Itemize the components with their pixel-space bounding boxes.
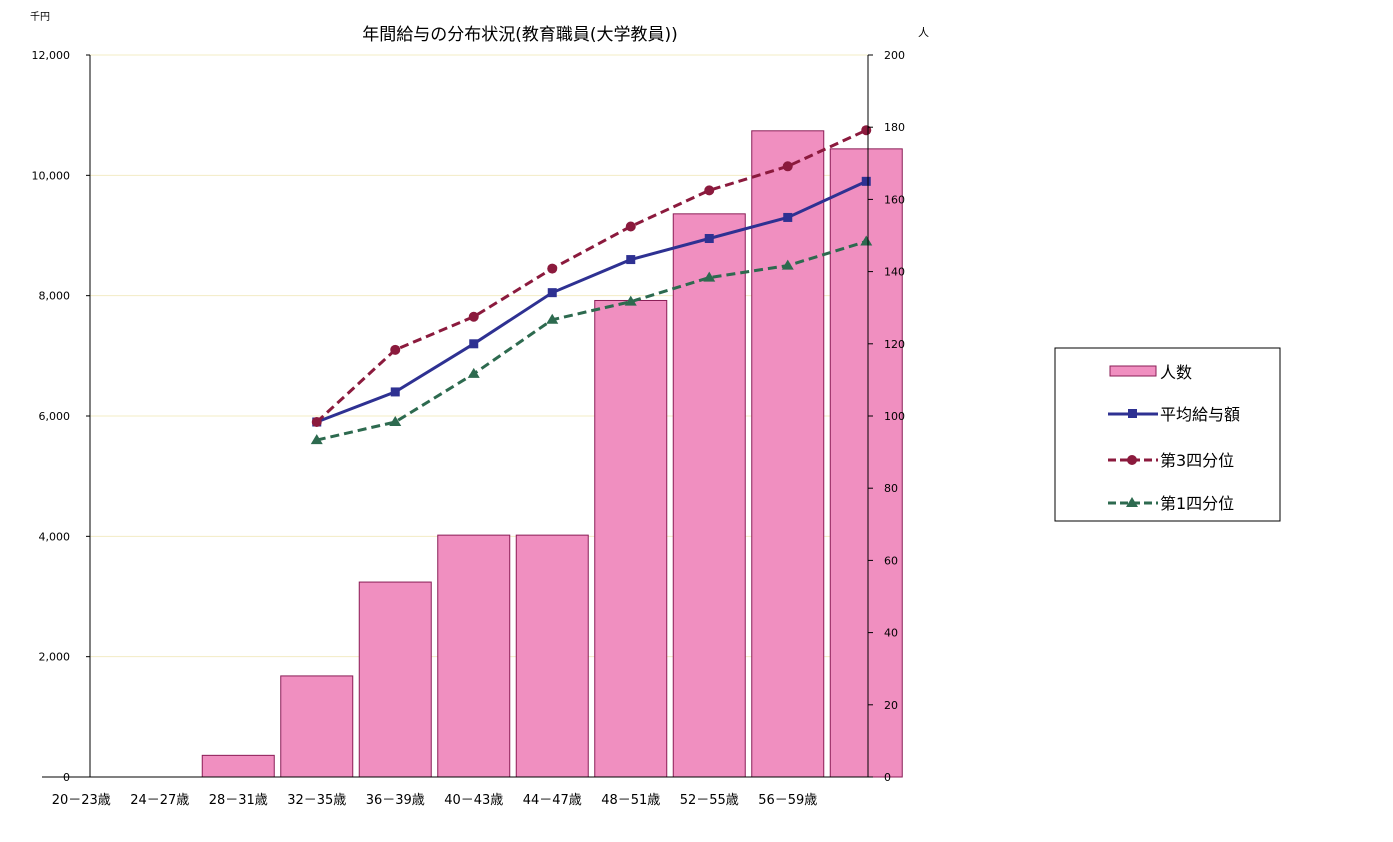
right-tick-label: 100 <box>884 410 905 423</box>
point-marker <box>626 255 636 265</box>
legend: 人数 平均給与額 第3四分位 第1四分位 <box>1054 347 1281 522</box>
right-tick-label: 160 <box>884 193 905 206</box>
left-tick-label: 10,000 <box>32 169 71 182</box>
bar <box>515 534 589 778</box>
right-tick-label: 200 <box>884 49 905 62</box>
point-marker <box>625 221 636 232</box>
x-tick-label: 32－35歳 <box>287 793 346 808</box>
point-marker <box>468 311 479 322</box>
point-marker <box>860 235 873 246</box>
left-tick-label: 8,000 <box>39 290 71 303</box>
x-tick-label: 36－39歳 <box>366 793 425 808</box>
legend-label-q1: 第1四分位 <box>1160 494 1234 513</box>
point-marker <box>467 367 480 378</box>
point-marker <box>310 434 323 445</box>
left-tick-label: 4,000 <box>39 530 71 543</box>
right-tick-label: 20 <box>884 699 898 712</box>
x-tick-label: 44－47歳 <box>523 793 582 808</box>
point-marker <box>390 344 401 355</box>
x-tick-label: 20－23歳 <box>52 793 111 808</box>
legend-box <box>1054 347 1281 522</box>
point-marker <box>624 295 637 306</box>
right-tick-label: 40 <box>884 627 898 640</box>
point-marker <box>546 313 559 324</box>
point-marker <box>861 176 871 186</box>
lines <box>310 125 873 445</box>
bar <box>594 299 668 778</box>
bar <box>672 213 746 778</box>
x-tick-label: 24－27歳 <box>130 793 189 808</box>
legend-label-count: 人数 <box>1160 363 1192 382</box>
right-tick-label: 80 <box>884 482 898 495</box>
point-marker <box>704 234 714 244</box>
point-marker <box>547 288 557 298</box>
bar <box>358 581 432 778</box>
point-marker <box>861 125 872 136</box>
left-tick-labels: 0 2,000 4,000 6,000 8,000 10,000 12,000 <box>32 49 90 784</box>
left-tick-label: 2,000 <box>39 651 71 664</box>
left-axis-unit: 千円 <box>30 11 50 23</box>
right-tick-label: 180 <box>884 121 905 134</box>
left-tick-label: 0 <box>63 771 70 784</box>
right-tick-labels: 0 20 40 60 80 100 120 140 160 180 200 <box>868 49 905 784</box>
series-line <box>316 240 867 442</box>
point-marker <box>703 271 716 282</box>
left-tick-label: 6,000 <box>39 410 71 423</box>
legend-marker-q3 <box>1127 455 1137 465</box>
point-marker <box>390 387 400 397</box>
bar <box>751 130 825 778</box>
right-tick-label: 120 <box>884 338 905 351</box>
legend-marker-average <box>1128 409 1137 418</box>
bars <box>201 130 903 778</box>
left-tick-label: 12,000 <box>32 49 71 62</box>
point-marker <box>389 416 402 427</box>
point-marker <box>783 212 793 222</box>
legend-label-average: 平均給与額 <box>1160 405 1240 424</box>
right-tick-label: 140 <box>884 266 905 279</box>
point-marker <box>547 263 558 274</box>
point-marker <box>782 161 793 172</box>
bar <box>437 534 511 778</box>
chart-title: 年間給与の分布状況(教育職員(大学教員)) <box>362 25 678 45</box>
point-marker <box>311 417 322 428</box>
legend-swatch-count <box>1109 365 1157 377</box>
series-line <box>315 128 867 424</box>
x-tick-label: 52－55歳 <box>680 793 739 808</box>
x-tick-label: 40－43歳 <box>444 793 503 808</box>
x-tick-label: 48－51歳 <box>601 793 660 808</box>
x-tick-label: 56－59歳 <box>758 793 817 808</box>
legend-label-q3: 第3四分位 <box>1160 451 1234 470</box>
bar <box>280 675 354 778</box>
right-tick-label: 0 <box>884 771 891 784</box>
series-line <box>316 179 867 424</box>
bar <box>201 754 275 778</box>
x-tick-label: 28－31歳 <box>209 793 268 808</box>
right-tick-label: 60 <box>884 554 898 567</box>
point-marker <box>704 185 715 196</box>
point-marker <box>781 259 794 270</box>
x-tick-labels: 20－23歳 24－27歳 28－31歳 32－35歳 36－39歳 40－43歳 44－4… <box>52 793 818 808</box>
right-axis-unit: 人 <box>918 26 929 39</box>
point-marker <box>469 339 479 349</box>
legend-marker-q1 <box>1126 497 1138 507</box>
